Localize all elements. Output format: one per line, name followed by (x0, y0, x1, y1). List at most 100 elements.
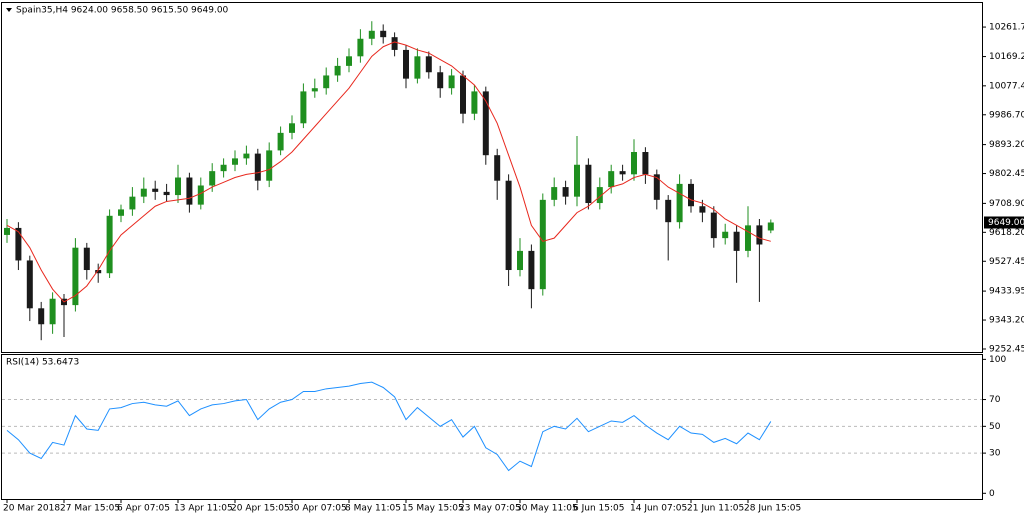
price-panel (1, 2, 983, 353)
y-tick-label: 50 (989, 422, 1001, 432)
chart-title: Spain35,H4 9624.00 9658.50 9615.50 9649.… (16, 6, 229, 16)
rsi-title: RSI(14) 53.6473 (6, 358, 79, 368)
candle-body (277, 132, 284, 151)
candle-body (72, 247, 79, 306)
y-tick-label: 100 (989, 355, 1006, 365)
y-tick-label: 9893.20 (989, 140, 1024, 150)
candle-body (562, 187, 569, 197)
y-tick-label: 30 (989, 449, 1001, 459)
y-tick-label: 9802.45 (989, 169, 1024, 179)
y-tick-label: 9527.45 (989, 257, 1024, 267)
candle-body (608, 171, 615, 188)
candle-body (4, 227, 10, 235)
candle-body (83, 247, 90, 271)
y-tick-label: 9343.20 (989, 316, 1024, 326)
y-tick-label: 10169.20 (989, 52, 1024, 62)
candle-body (539, 199, 546, 290)
x-tick-label: 30 Apr 07:05 (288, 504, 347, 514)
x-tick-label: 6 Apr 07:05 (117, 504, 170, 514)
candle-body (26, 260, 33, 309)
y-tick-label: 9433.95 (989, 287, 1024, 297)
y-tick-label: 70 (989, 395, 1001, 405)
candle-body (494, 155, 501, 181)
indicator-line (6, 381, 772, 472)
candle-body (357, 38, 364, 57)
candle-body (289, 123, 295, 133)
candle-body (505, 180, 512, 271)
candle-body (175, 177, 181, 196)
candle-body (448, 75, 455, 89)
x-tick-label: 27 Mar 15:05 (60, 504, 120, 514)
candle-body (574, 164, 580, 197)
candle-body (197, 185, 204, 205)
candle-body (140, 188, 147, 197)
candle-body (767, 222, 774, 231)
x-tick-label: 23 May 07:05 (459, 504, 521, 514)
x-tick-label: 15 May 15:05 (402, 504, 464, 514)
x-tick-label: 21 Jun 11:05 (687, 504, 744, 514)
x-tick-label: 28 Jun 15:05 (744, 504, 801, 514)
candle-body (49, 298, 56, 325)
candle-body (186, 177, 193, 205)
candle-body (266, 150, 273, 181)
candle-body (243, 153, 250, 159)
candle-body (653, 174, 660, 200)
candle-body (722, 231, 729, 239)
candle-body (311, 88, 318, 92)
candle-body (688, 183, 694, 207)
candle-body (414, 56, 421, 79)
candle-body (163, 191, 170, 196)
candle-body (551, 187, 558, 200)
candle-body (425, 56, 432, 73)
y-tick-label: 10261.70 (989, 23, 1024, 33)
y-tick-label: 9252.45 (989, 344, 1024, 354)
candle-body (756, 225, 763, 245)
candle-body (471, 91, 478, 114)
candle-body (220, 164, 227, 172)
candle-body (745, 225, 751, 251)
header-marker (6, 8, 12, 12)
candle-body (585, 164, 592, 204)
y-tick-label: 9708.90 (989, 199, 1024, 209)
candle-body (38, 308, 45, 325)
candle-body (596, 187, 603, 204)
candle-body (129, 196, 136, 210)
candle-body (699, 206, 706, 213)
candle-body (15, 227, 22, 261)
x-tick-label: 20 Mar 2018 (3, 504, 60, 514)
x-tick-label: 30 May 11:05 (516, 504, 578, 514)
candle-body (710, 212, 717, 239)
candle-body (642, 152, 649, 175)
candle-body (152, 188, 159, 192)
x-tick-label: 6 Jun 15:05 (573, 504, 624, 514)
candle-body (391, 37, 398, 50)
candle-body (665, 199, 672, 223)
candle-body (106, 215, 113, 274)
candle-body (254, 153, 261, 181)
candle-body (517, 250, 523, 271)
candle-body (323, 75, 330, 89)
candle-body (733, 231, 740, 251)
last-price-box (984, 216, 1024, 229)
candle-body (209, 171, 216, 186)
last-price-label: 9649.00 (988, 218, 1024, 228)
y-tick-label: 9618.20 (989, 228, 1024, 238)
candle-body (346, 56, 352, 66)
y-tick-label: 10077.45 (989, 81, 1024, 91)
x-tick-label: 13 Apr 11:05 (174, 504, 233, 514)
indicator-line (6, 41, 771, 303)
candle-body (334, 65, 341, 76)
candle-body (300, 91, 307, 124)
rsi-panel (1, 354, 983, 500)
x-tick-label: 8 May 11:05 (345, 504, 401, 514)
y-tick-label: 0 (989, 489, 995, 499)
candle-body (380, 30, 387, 38)
candle-body (437, 72, 444, 89)
y-tick-label: 9986.70 (989, 110, 1024, 120)
candle-body (619, 171, 626, 175)
candle-body (403, 49, 409, 79)
candle-body (482, 91, 489, 156)
